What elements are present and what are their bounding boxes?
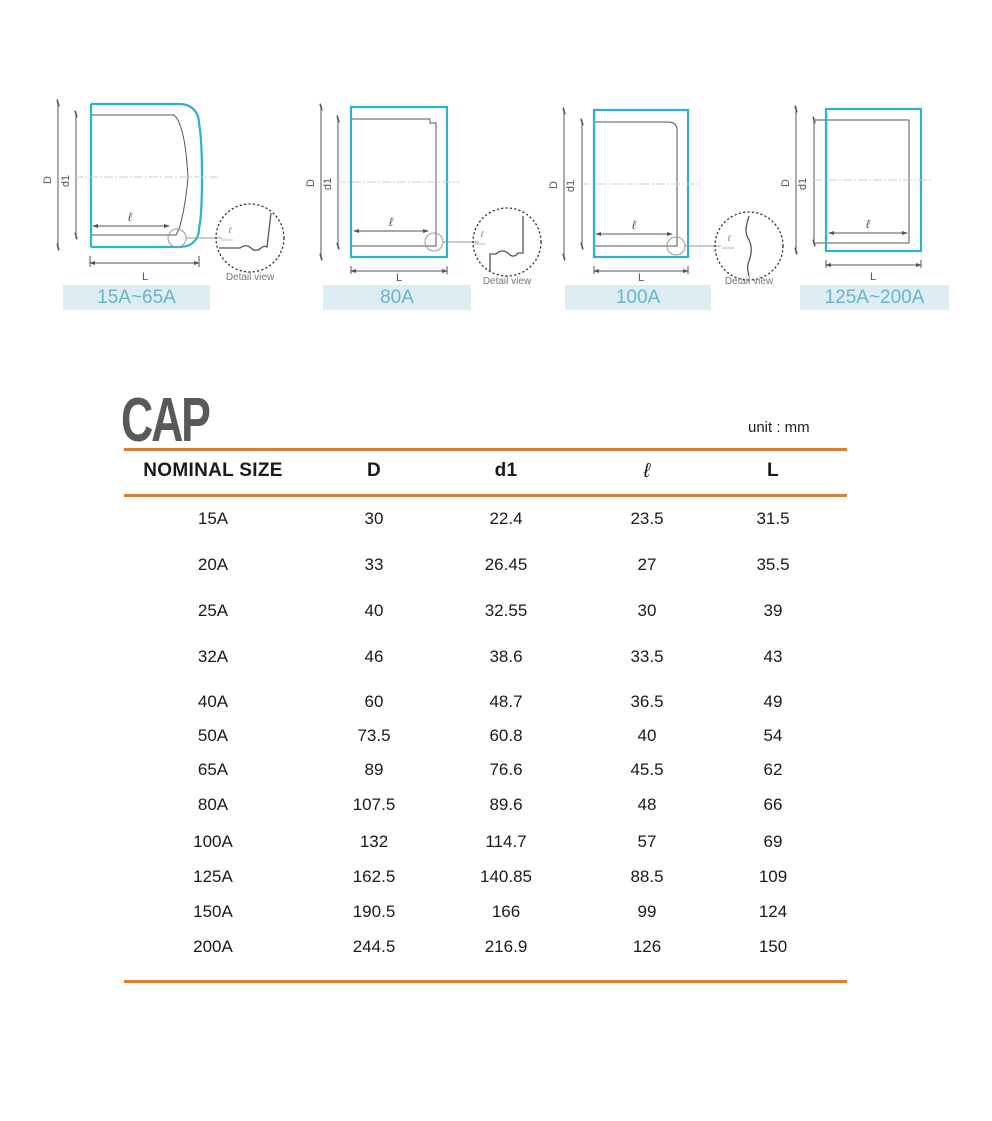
svg-text:L: L [638, 272, 644, 284]
svg-text:Detail view: Detail view [226, 272, 275, 283]
svg-text:L: L [870, 271, 876, 283]
svg-text:d1: d1 [797, 178, 809, 190]
svg-text:Detail view: Detail view [483, 276, 532, 287]
svg-text:d1: d1 [322, 178, 334, 190]
svg-text:ℓ: ℓ [632, 218, 637, 232]
svg-text:L: L [396, 272, 402, 284]
svg-text:D: D [305, 179, 317, 187]
svg-text:D: D [548, 181, 560, 189]
svg-text:ℓ: ℓ [727, 233, 731, 243]
svg-text:ℓ: ℓ [389, 215, 394, 229]
svg-text:ℓ: ℓ [228, 225, 232, 235]
svg-text:ℓ: ℓ [128, 210, 133, 224]
svg-text:d1: d1 [60, 175, 72, 187]
svg-text:Detail view: Detail view [725, 276, 774, 287]
svg-text:D: D [780, 179, 792, 187]
svg-text:ℓ: ℓ [866, 217, 871, 231]
svg-text:ℓ: ℓ [480, 229, 484, 239]
svg-text:L: L [142, 271, 148, 283]
svg-text:d1: d1 [565, 180, 577, 192]
svg-text:D: D [42, 176, 54, 184]
